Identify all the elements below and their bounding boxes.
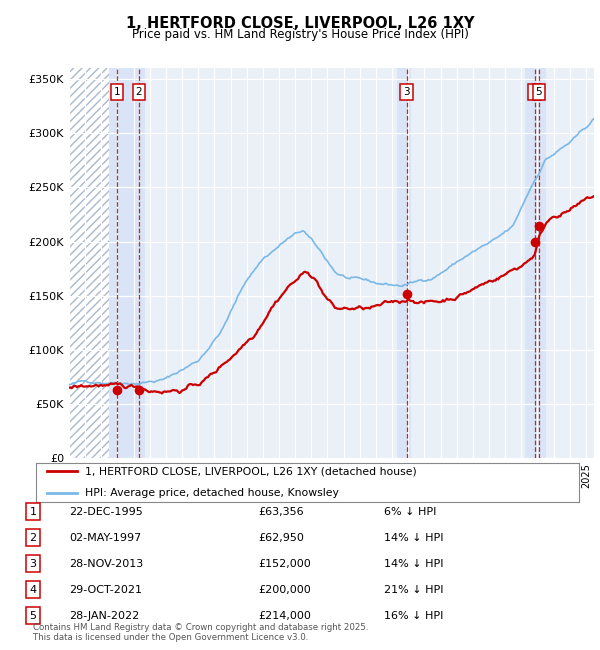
Text: 1: 1: [113, 87, 120, 97]
Text: £62,950: £62,950: [258, 532, 304, 543]
Text: 28-NOV-2013: 28-NOV-2013: [69, 558, 143, 569]
Text: 21% ↓ HPI: 21% ↓ HPI: [384, 584, 443, 595]
Text: £63,356: £63,356: [258, 506, 304, 517]
Text: 4: 4: [29, 584, 37, 595]
Text: 29-OCT-2021: 29-OCT-2021: [69, 584, 142, 595]
Text: 22-DEC-1995: 22-DEC-1995: [69, 506, 143, 517]
Text: £200,000: £200,000: [258, 584, 311, 595]
Bar: [69, 68, 109, 458]
Text: 1, HERTFORD CLOSE, LIVERPOOL, L26 1XY (detached house): 1, HERTFORD CLOSE, LIVERPOOL, L26 1XY (d…: [85, 467, 416, 476]
Text: 5: 5: [29, 610, 37, 621]
Text: Price paid vs. HM Land Registry's House Price Index (HPI): Price paid vs. HM Land Registry's House …: [131, 28, 469, 41]
Text: 2: 2: [136, 87, 142, 97]
Text: 14% ↓ HPI: 14% ↓ HPI: [384, 532, 443, 543]
Text: 16% ↓ HPI: 16% ↓ HPI: [384, 610, 443, 621]
Text: £152,000: £152,000: [258, 558, 311, 569]
Text: 6% ↓ HPI: 6% ↓ HPI: [384, 506, 436, 517]
Text: 14% ↓ HPI: 14% ↓ HPI: [384, 558, 443, 569]
Text: 02-MAY-1997: 02-MAY-1997: [69, 532, 141, 543]
Text: 3: 3: [29, 558, 37, 569]
Text: 1, HERTFORD CLOSE, LIVERPOOL, L26 1XY: 1, HERTFORD CLOSE, LIVERPOOL, L26 1XY: [126, 16, 474, 31]
Bar: [524, 68, 545, 458]
Text: 2: 2: [29, 532, 37, 543]
Bar: [69, 68, 109, 458]
Text: Contains HM Land Registry data © Crown copyright and database right 2025.
This d: Contains HM Land Registry data © Crown c…: [33, 623, 368, 642]
Text: 4: 4: [532, 87, 538, 97]
Text: 1: 1: [29, 506, 37, 517]
Bar: [397, 68, 412, 458]
Text: HPI: Average price, detached house, Knowsley: HPI: Average price, detached house, Know…: [85, 488, 339, 498]
Bar: [109, 68, 145, 458]
Text: 3: 3: [403, 87, 410, 97]
Text: £214,000: £214,000: [258, 610, 311, 621]
Text: 5: 5: [535, 87, 542, 97]
Text: 28-JAN-2022: 28-JAN-2022: [69, 610, 139, 621]
